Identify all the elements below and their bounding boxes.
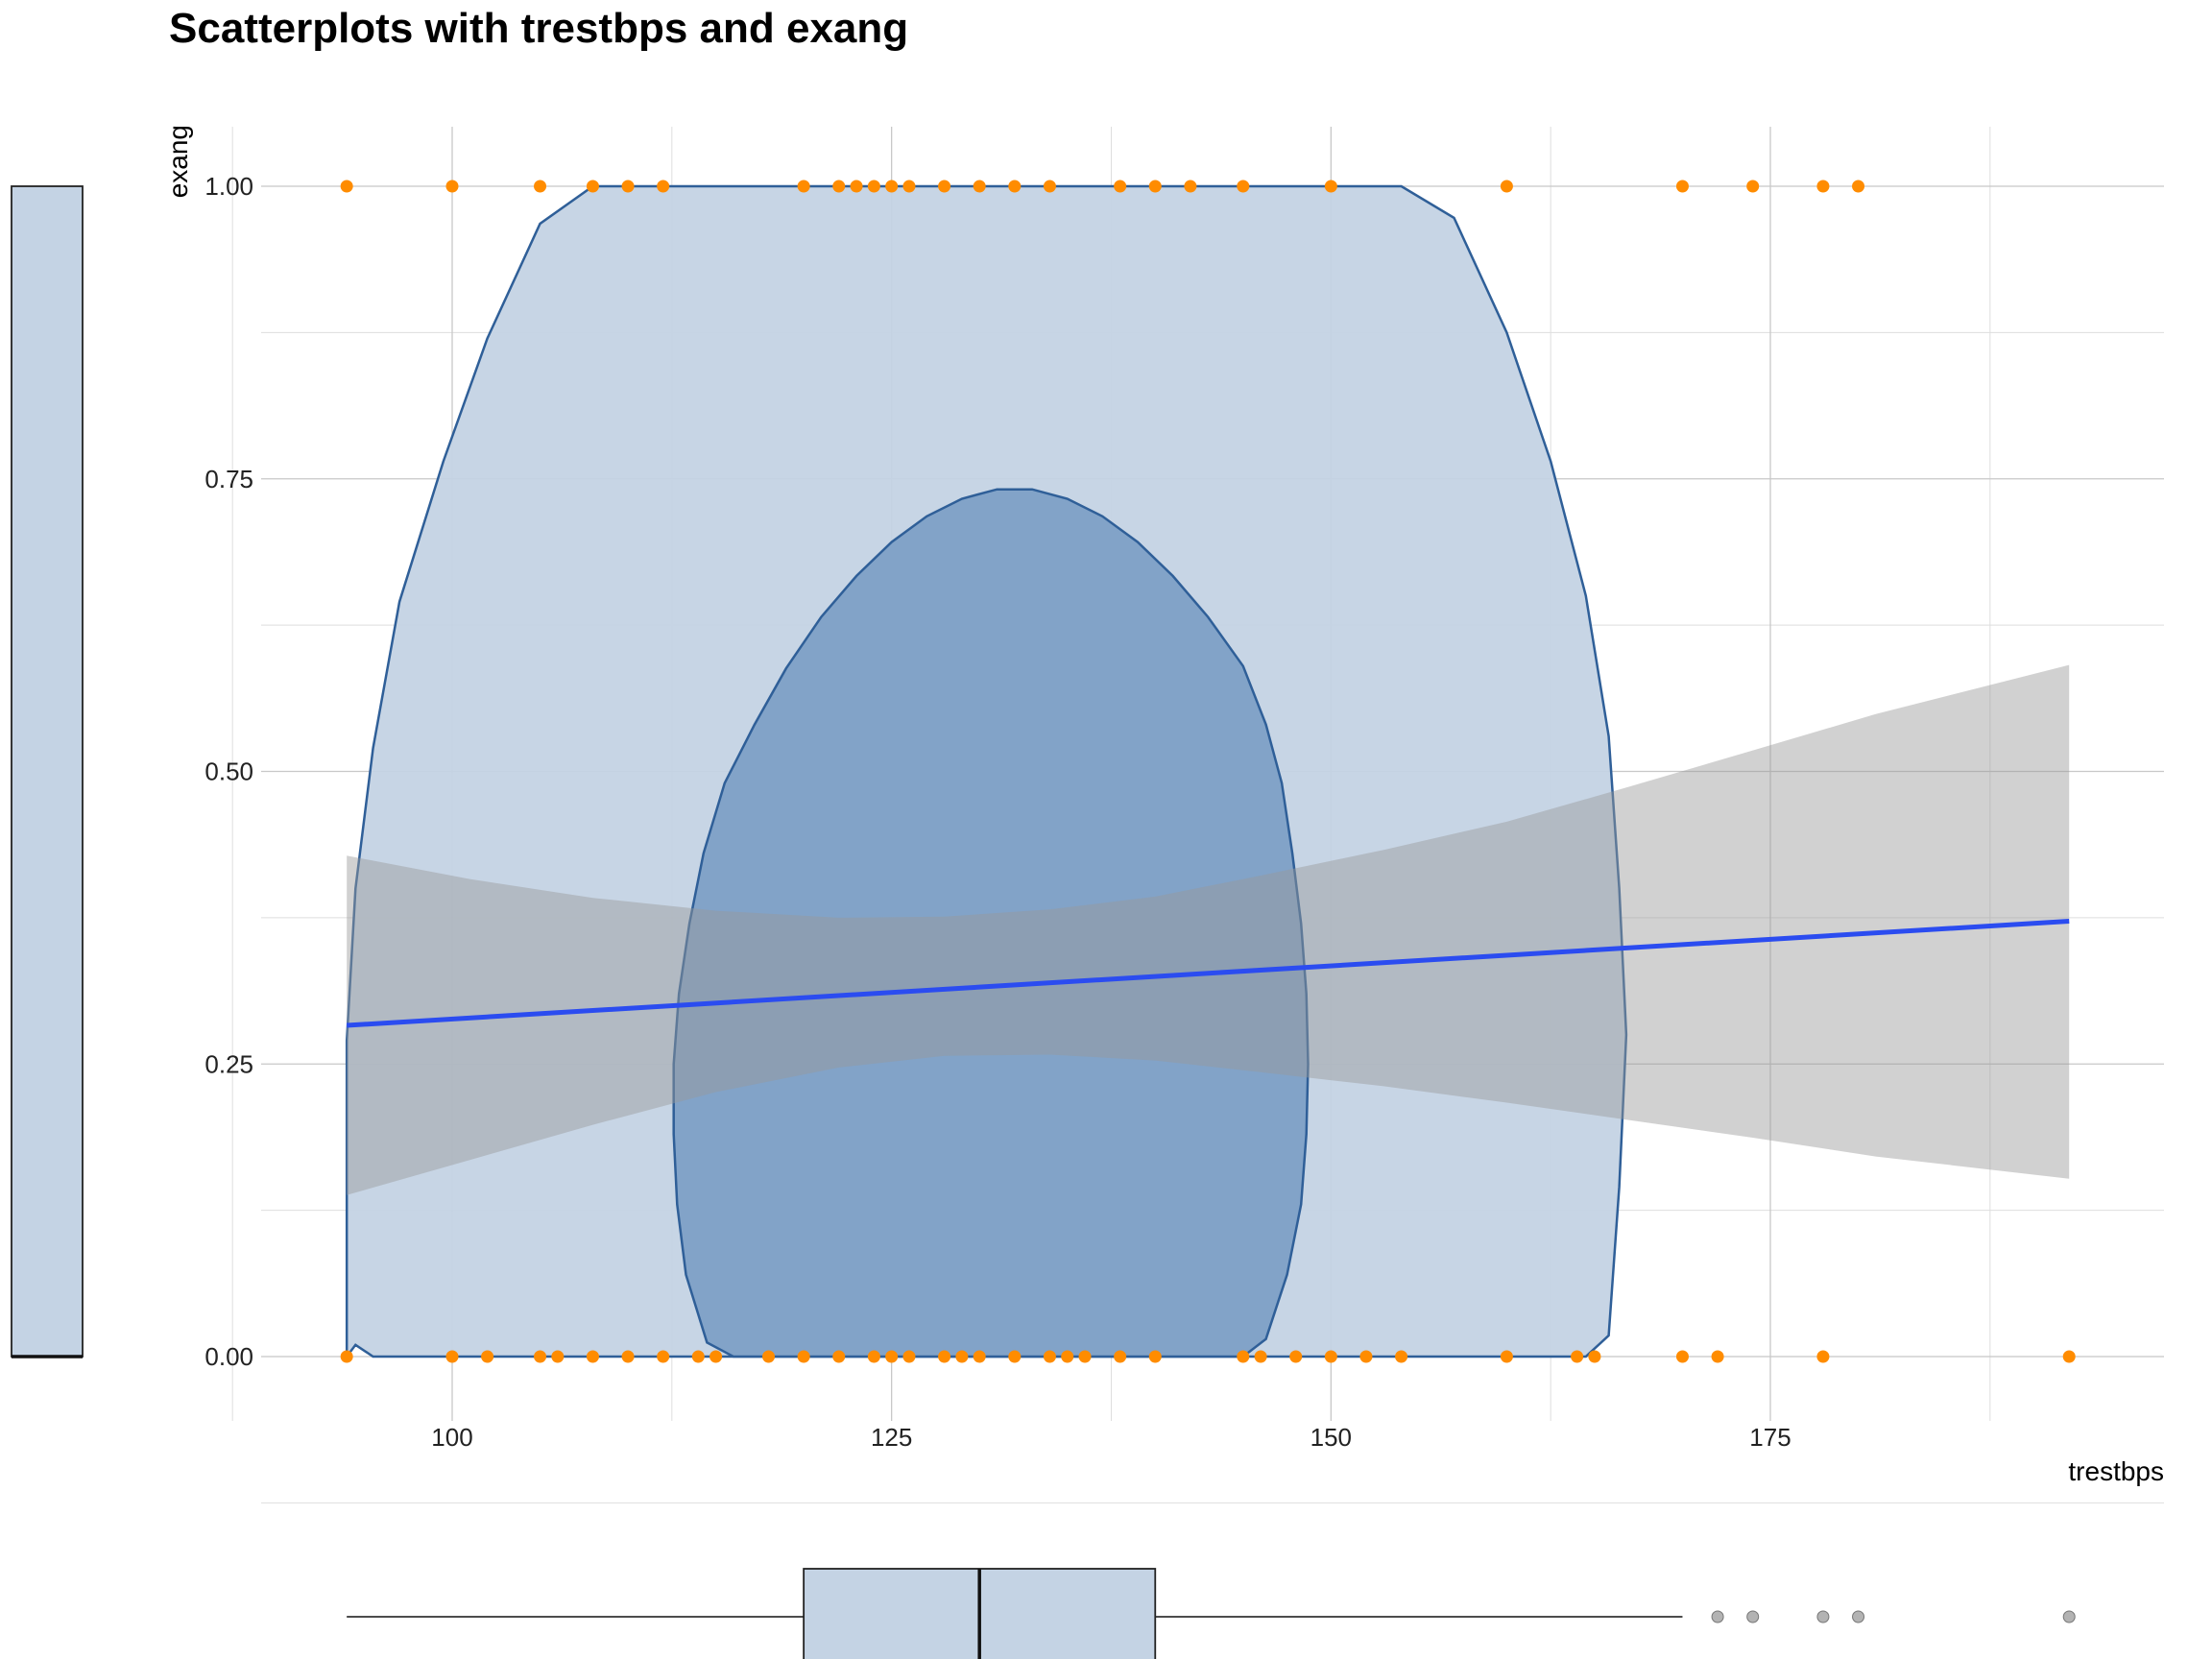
data-point xyxy=(1237,180,1250,193)
data-point xyxy=(1148,180,1162,193)
data-point xyxy=(340,180,353,193)
data-point xyxy=(2062,1350,2076,1363)
data-point xyxy=(586,180,599,193)
data-point xyxy=(1711,1350,1724,1363)
data-point xyxy=(1395,1350,1408,1363)
data-point xyxy=(955,1350,969,1363)
marginal-x-outlier xyxy=(2062,1610,2076,1623)
x-tick-label: 100 xyxy=(431,1423,472,1452)
y-tick-label: 0.25 xyxy=(204,1049,253,1078)
data-point xyxy=(832,1350,846,1363)
data-point xyxy=(1043,1350,1056,1363)
data-point xyxy=(902,180,916,193)
marginal-x-outlier xyxy=(1711,1610,1724,1623)
data-point xyxy=(657,180,670,193)
data-point xyxy=(1571,1350,1584,1363)
y-tick-label: 1.00 xyxy=(204,172,253,201)
y-axis-label: exang xyxy=(163,125,193,198)
data-point xyxy=(657,1350,670,1363)
y-tick-label: 0.50 xyxy=(204,757,253,786)
data-point xyxy=(534,180,547,193)
data-point xyxy=(1852,180,1865,193)
regression-line-group xyxy=(347,919,2070,1028)
data-point xyxy=(1588,1350,1601,1363)
data-point xyxy=(1816,1350,1830,1363)
x-tick-label: 175 xyxy=(1749,1423,1791,1452)
scatter-points xyxy=(340,180,2076,1363)
data-point xyxy=(902,1350,916,1363)
y-tick-label: 0.00 xyxy=(204,1342,253,1371)
data-point xyxy=(1289,1350,1303,1363)
data-point xyxy=(973,1350,986,1363)
regression-line xyxy=(347,919,2070,1028)
confidence-band xyxy=(347,664,2070,1195)
data-point xyxy=(1114,180,1127,193)
data-point xyxy=(938,180,951,193)
x-tick-label: 150 xyxy=(1310,1423,1352,1452)
data-point xyxy=(1500,180,1513,193)
data-point xyxy=(1237,1350,1250,1363)
data-point xyxy=(1675,1350,1689,1363)
data-point xyxy=(832,180,846,193)
marginal-x-outlier xyxy=(1816,1610,1830,1623)
data-point xyxy=(797,180,810,193)
data-point xyxy=(621,180,635,193)
marginal-y-boxplot xyxy=(11,185,84,1358)
data-point xyxy=(762,1350,776,1363)
data-point xyxy=(1078,1350,1092,1363)
data-point xyxy=(1500,1350,1513,1363)
data-point xyxy=(1816,180,1830,193)
data-point xyxy=(1148,1350,1162,1363)
data-point xyxy=(1061,1350,1074,1363)
data-point xyxy=(1043,180,1056,193)
marginal-y-box xyxy=(11,185,84,1358)
data-point xyxy=(1359,1350,1373,1363)
tick-labels: 100 125 150 175 0.00 0.25 0.50 0.75 1.00 xyxy=(204,172,1791,1452)
chart-title: Scatterplots with trestbps and exang xyxy=(169,5,908,52)
data-point xyxy=(481,1350,494,1363)
data-point xyxy=(534,1350,547,1363)
data-point xyxy=(551,1350,565,1363)
data-point xyxy=(1184,180,1197,193)
data-point xyxy=(445,180,459,193)
data-point xyxy=(621,1350,635,1363)
data-point xyxy=(938,1350,951,1363)
density-inner-contour xyxy=(672,488,1310,1358)
density-contours xyxy=(345,184,1628,1360)
data-point xyxy=(445,1350,459,1363)
data-point xyxy=(797,1350,810,1363)
y-tick-label: 0.75 xyxy=(204,465,253,493)
data-point xyxy=(1746,180,1760,193)
data-point xyxy=(1324,180,1337,193)
data-point xyxy=(867,1350,880,1363)
marginal-x-outlier xyxy=(1746,1610,1760,1623)
data-point xyxy=(1114,1350,1127,1363)
data-point xyxy=(340,1350,353,1363)
x-axis-label: trestbps xyxy=(2068,1456,2164,1486)
marginal-x-boxplot xyxy=(347,1568,2076,1659)
data-point xyxy=(973,180,986,193)
marginal-x-outlier xyxy=(1852,1610,1865,1623)
data-point xyxy=(1008,1350,1022,1363)
data-point xyxy=(691,1350,705,1363)
data-point xyxy=(586,1350,599,1363)
data-point xyxy=(1254,1350,1267,1363)
data-point xyxy=(850,180,863,193)
confidence-band-area xyxy=(347,664,2070,1195)
data-point xyxy=(1675,180,1689,193)
data-point xyxy=(867,180,880,193)
data-point xyxy=(885,180,899,193)
data-point xyxy=(709,1350,723,1363)
x-tick-label: 125 xyxy=(871,1423,912,1452)
data-point xyxy=(1324,1350,1337,1363)
data-point xyxy=(1008,180,1022,193)
data-point xyxy=(885,1350,899,1363)
